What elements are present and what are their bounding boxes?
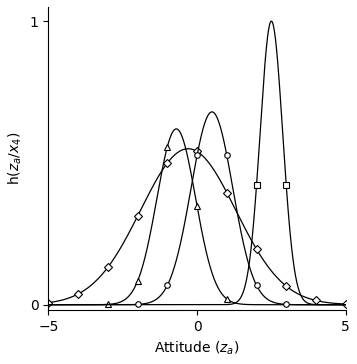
Y-axis label: h($z_a$/$x_4$): h($z_a$/$x_4$) xyxy=(7,132,24,185)
X-axis label: Attitude ($z_a$): Attitude ($z_a$) xyxy=(154,340,240,357)
